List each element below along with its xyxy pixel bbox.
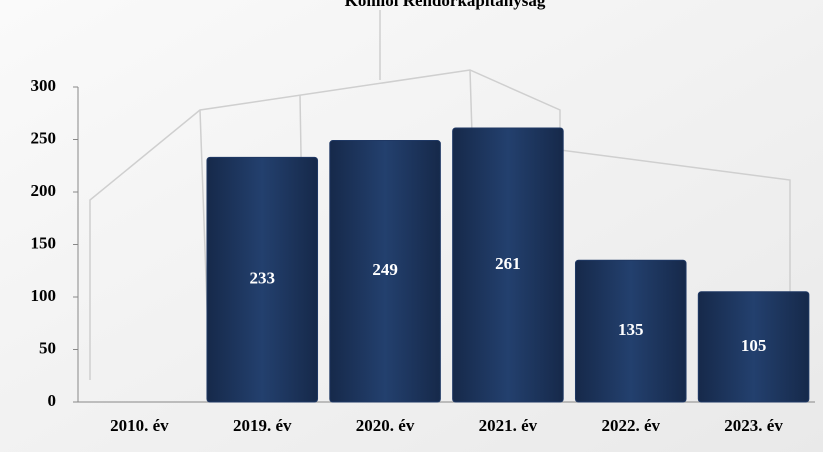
y-tick-label: 0 [48,391,57,410]
x-tick-label: 2021. év [479,416,538,435]
data-label: 261 [495,254,521,273]
bar [574,259,687,403]
x-tick-label: 2019. év [233,416,292,435]
x-tick-label: 2023. év [724,416,783,435]
data-label: 249 [372,260,398,279]
y-tick-label: 300 [31,76,57,95]
y-tick-label: 250 [31,128,57,147]
bar [697,291,810,403]
y-tick-label: 200 [31,181,57,200]
bar [452,127,564,403]
x-tick-label: 2022. év [601,416,660,435]
y-tick-label: 150 [31,233,57,252]
y-tick-label: 50 [39,338,56,357]
y-tick-label: 100 [31,286,57,305]
chart-title: Komlói Rendőrkapitányság [345,0,546,10]
bar [206,156,319,403]
data-label: 105 [741,336,767,355]
data-label: 135 [618,320,644,339]
x-tick-label: 2020. év [356,416,415,435]
bar [329,140,441,403]
x-tick-label: 2010. év [110,416,169,435]
data-label: 233 [250,269,276,288]
